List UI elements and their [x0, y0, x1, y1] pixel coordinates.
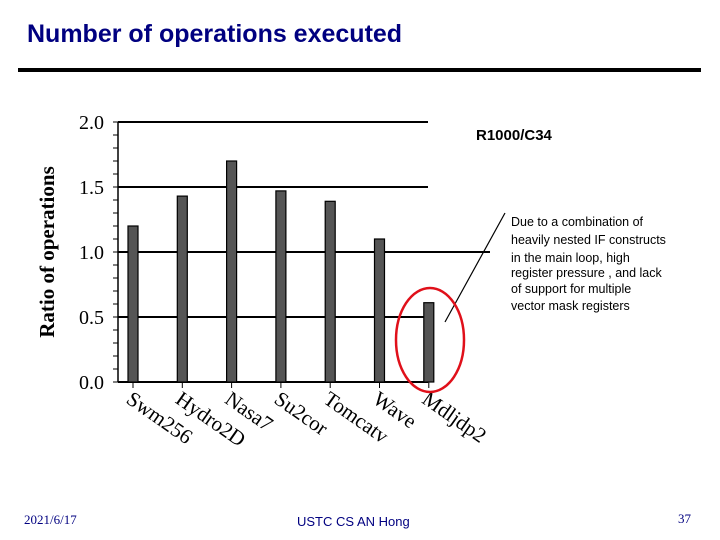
page-number: 37	[678, 511, 691, 526]
highlight-ellipse	[394, 286, 466, 394]
y-axis: 0.0 0.5 1.0 1.5 2.0	[79, 112, 119, 394]
annotation-pointer	[444, 212, 506, 323]
annotation-line: heavily nested IF constructs	[511, 233, 666, 247]
chart-title: R1000/C34	[476, 127, 553, 144]
y-tick-label: 2.0	[79, 112, 104, 134]
annotation-line: Due to a combination of	[511, 215, 644, 229]
bar	[176, 195, 188, 383]
footer-date: 2021/6/17	[24, 512, 77, 527]
x-tick-label: Mdljdp2	[418, 386, 491, 447]
bar	[324, 200, 336, 383]
y-tick-label: 0.0	[79, 372, 104, 394]
y-tick-label: 0.5	[79, 307, 104, 329]
bars	[127, 160, 435, 383]
x-tick-label: Su2cor	[270, 386, 333, 440]
y-axis-label: Ratio of operations	[35, 166, 59, 338]
title-divider	[18, 68, 701, 72]
bar	[373, 238, 386, 383]
bar	[275, 190, 287, 383]
bar	[127, 225, 139, 383]
bar	[423, 302, 435, 383]
footer-author: USTC CS AN Hong	[297, 514, 410, 529]
annotation: Due to a combination of heavily nested I…	[394, 212, 666, 394]
bar	[226, 160, 238, 383]
annotation-line: in the main loop, high	[511, 251, 630, 265]
annotation-line: register pressure , and lack	[511, 266, 663, 280]
y-tick-label: 1.0	[79, 242, 104, 264]
page-title: Number of operations executed	[27, 20, 403, 48]
y-tick-label: 1.5	[79, 177, 104, 199]
annotation-line: of support for multiple	[511, 282, 631, 296]
annotation-line: vector mask registers	[511, 299, 630, 313]
